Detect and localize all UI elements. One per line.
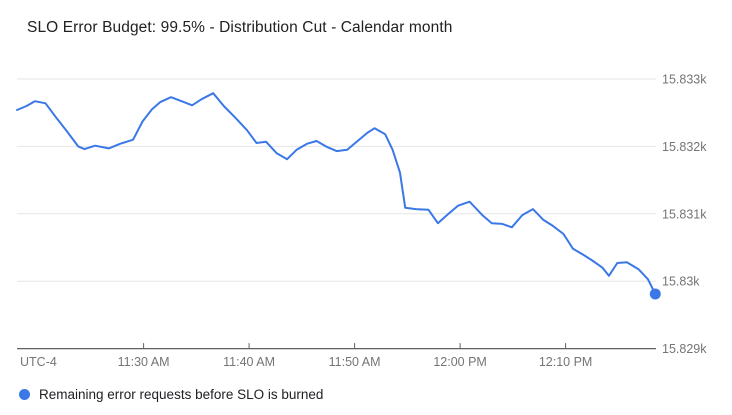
legend-row[interactable]: Remaining error requests before SLO is b… — [19, 387, 323, 402]
x-axis — [17, 343, 656, 350]
legend-series-label: Remaining error requests before SLO is b… — [39, 387, 324, 402]
x-axis-label: 12:10 PM — [539, 355, 593, 369]
y-axis-label: 15.829k — [662, 342, 707, 356]
x-axis-labels: 11:30 AM 11:40 AM 11:50 AM 12:00 PM 12:10 PM… — [20, 355, 592, 369]
timezone-label: UTC-4 — [20, 355, 57, 369]
y-axis-label: 15.832k — [662, 140, 707, 154]
x-axis-label: 11:40 AM — [223, 355, 275, 369]
gridlines — [17, 78, 656, 282]
x-axis-label: 12:00 PM — [433, 355, 487, 369]
y-axis-label: 15.833k — [662, 73, 707, 87]
x-axis-label: 11:50 AM — [329, 355, 381, 369]
x-axis-label: 11:30 AM — [118, 355, 170, 369]
y-axis-label: 15.831k — [662, 207, 707, 221]
legend-series-dot — [19, 389, 30, 400]
series-group — [16, 92, 661, 300]
series-end-dot — [649, 288, 661, 300]
y-axis-label: 15.83k — [662, 275, 700, 289]
y-axis-labels: 15.833k 15.832k 15.831k 15.83k 15.829k — [662, 73, 707, 357]
chart-title: SLO Error Budget: 99.5% - Distribution C… — [27, 19, 453, 36]
series-line — [16, 92, 657, 295]
